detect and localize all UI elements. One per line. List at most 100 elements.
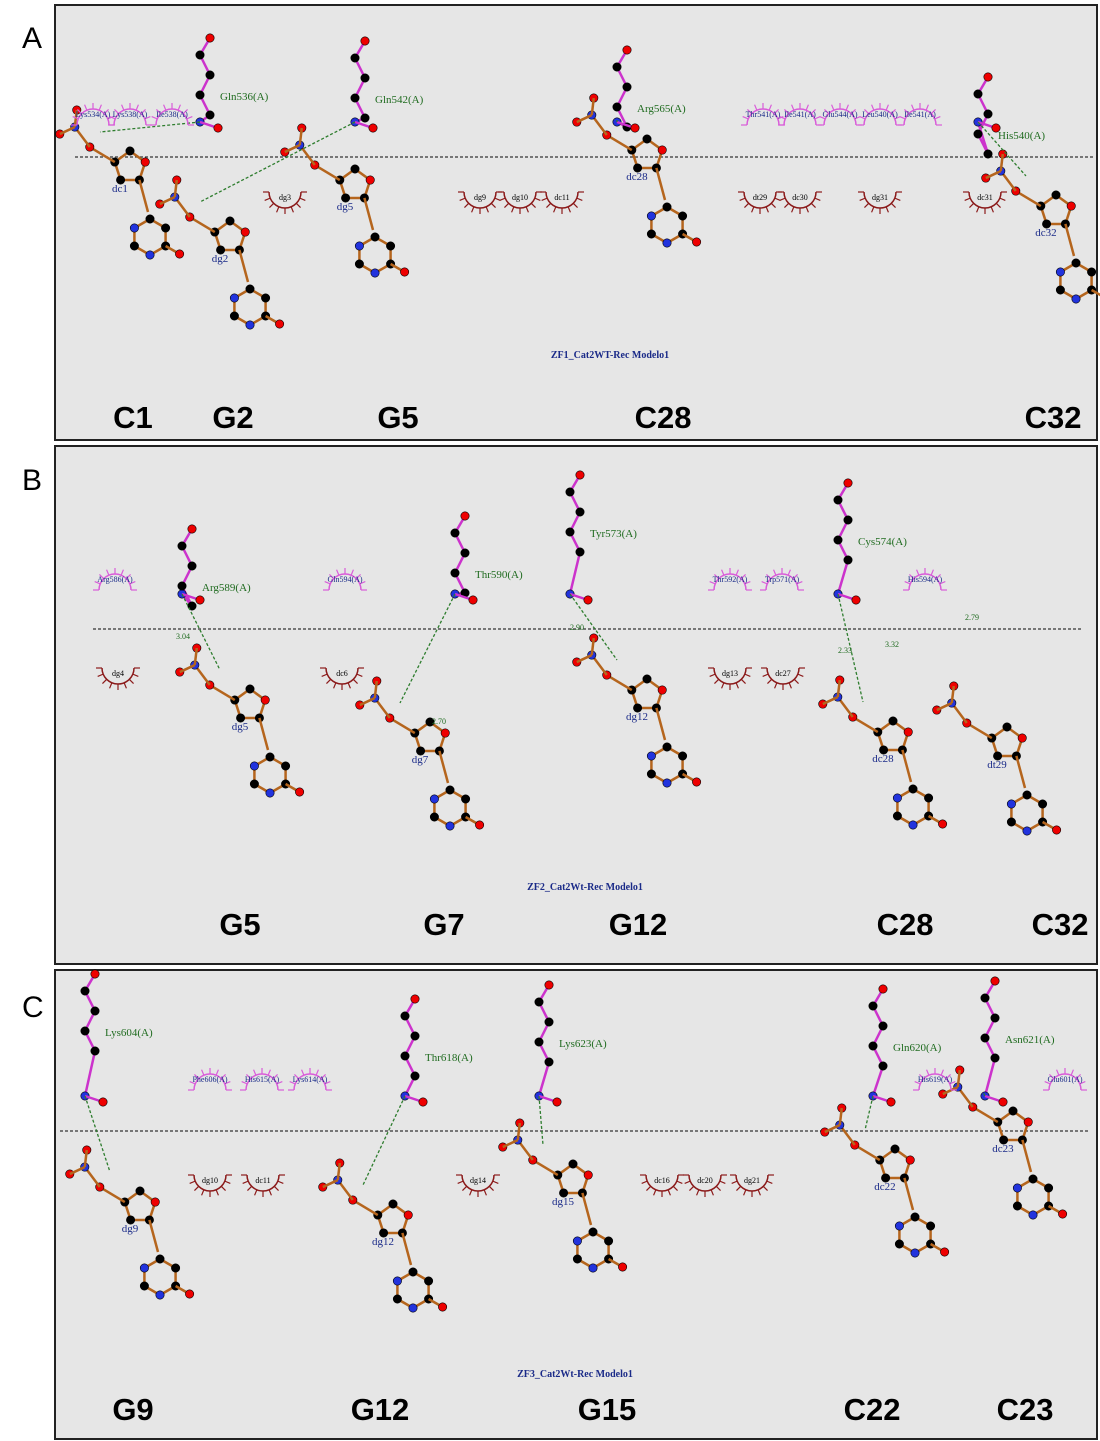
hydrophobic-residue-label: Ile538(A) (156, 110, 188, 119)
atom (1009, 1107, 1017, 1115)
atom (130, 224, 138, 232)
atom (678, 212, 686, 220)
atom (438, 1303, 446, 1311)
caption: ZF2_Cat2Wt-Rec Modelo1 (527, 882, 643, 893)
nucleotide-position: G2 (212, 400, 253, 435)
hydrophobic-nucleotide-label: dg14 (470, 1176, 486, 1185)
atom (451, 569, 459, 577)
atom (991, 1054, 999, 1062)
atom (909, 785, 917, 793)
atom (1058, 1210, 1066, 1218)
atom (938, 820, 946, 828)
atom (663, 203, 671, 211)
atom (369, 124, 377, 132)
hydrophobic-nucleotide-label: dg10 (512, 193, 528, 202)
atom (974, 130, 982, 138)
residue-label: Tyr573(A) (590, 528, 637, 540)
atom (663, 779, 671, 787)
atom (461, 549, 469, 557)
atom (140, 1264, 148, 1272)
atom (411, 995, 419, 1003)
caption: ZF3_Cat2Wt-Rec Modelo1 (517, 1369, 633, 1380)
atom (81, 1027, 89, 1035)
atom (663, 239, 671, 247)
hydrophobic-nucleotide-label: dc11 (554, 193, 569, 202)
hydrophobic-nucleotide-label: dc11 (255, 1176, 270, 1185)
atom (178, 582, 186, 590)
atom (891, 1145, 899, 1153)
hydrophobic-nucleotide-label: dg10 (202, 1176, 218, 1185)
hydrophobic-residue-label: Thr592(A) (713, 575, 748, 584)
atom (171, 1264, 179, 1272)
atom (91, 1007, 99, 1015)
nucleotide-position: G5 (377, 400, 418, 435)
hydrophobic-residue-label: Trp571(A) (765, 575, 800, 584)
atom (1052, 826, 1060, 834)
atom (584, 596, 592, 604)
nucleotide-label: dg2 (212, 253, 229, 265)
atom (1013, 1202, 1021, 1210)
nucleotide-label: dg7 (412, 754, 429, 766)
atom (99, 1098, 107, 1106)
residue-label: Gln542(A) (375, 94, 424, 106)
hydrophobic-nucleotide-label: dg4 (112, 669, 124, 678)
atom (206, 71, 214, 79)
atom (1007, 800, 1015, 808)
atom (647, 770, 655, 778)
residue-label: Arg565(A) (637, 103, 686, 115)
atom (576, 508, 584, 516)
residue-label: Lys604(A) (105, 1027, 153, 1039)
hydrophobic-nucleotide-label: dg31 (872, 193, 888, 202)
hydrophobic-residue-label: Ile541(A) (784, 110, 816, 119)
atom (261, 696, 269, 704)
hydrophobic-residue-label: Glu544(A) (822, 110, 857, 119)
hydrophobic-residue-label: His615(A) (245, 1075, 280, 1084)
nucleotide-label: dg12 (626, 711, 648, 723)
atom (230, 294, 238, 302)
residue-label: Thr590(A) (475, 569, 523, 581)
atom (1029, 1175, 1037, 1183)
atom (576, 548, 584, 556)
nucleotide-position: G5 (219, 907, 260, 942)
hydrophobic-nucleotide-label: dg21 (744, 1176, 760, 1185)
atom (386, 242, 394, 250)
distance-label: 3.04 (176, 632, 190, 641)
hydrophobic-residue-label: Leu540(A) (862, 110, 898, 119)
atom (535, 1038, 543, 1046)
atom (889, 717, 897, 725)
atom (1038, 800, 1046, 808)
atom (261, 294, 269, 302)
atom (419, 1098, 427, 1106)
atom (461, 512, 469, 520)
atom (393, 1277, 401, 1285)
nucleotide-label: dc1 (112, 183, 128, 195)
atom (893, 794, 901, 802)
atom (175, 250, 183, 258)
nucleotide-label: dc32 (1035, 227, 1056, 239)
atom (250, 780, 258, 788)
atom (295, 788, 303, 796)
hydrophobic-nucleotide-label: dg3 (279, 193, 291, 202)
atom (141, 158, 149, 166)
atom (663, 743, 671, 751)
atom (623, 46, 631, 54)
atom (924, 794, 932, 802)
nucleotide-label: dt29 (987, 759, 1007, 771)
atom (246, 285, 254, 293)
atom (1007, 818, 1015, 826)
atom (631, 124, 639, 132)
atom (156, 1255, 164, 1263)
atom (887, 1098, 895, 1106)
atom (188, 525, 196, 533)
atom (844, 516, 852, 524)
atom (1018, 734, 1026, 742)
residue-label: Thr618(A) (425, 1052, 473, 1064)
atom (926, 1222, 934, 1230)
atom (126, 147, 134, 155)
atom (140, 1282, 148, 1290)
panel-letter: B (22, 464, 42, 497)
hydrophobic-residue-label: Lys534(A) (76, 110, 111, 119)
atom (692, 238, 700, 246)
nucleotide-label: dc28 (872, 753, 894, 765)
atom (151, 1198, 159, 1206)
